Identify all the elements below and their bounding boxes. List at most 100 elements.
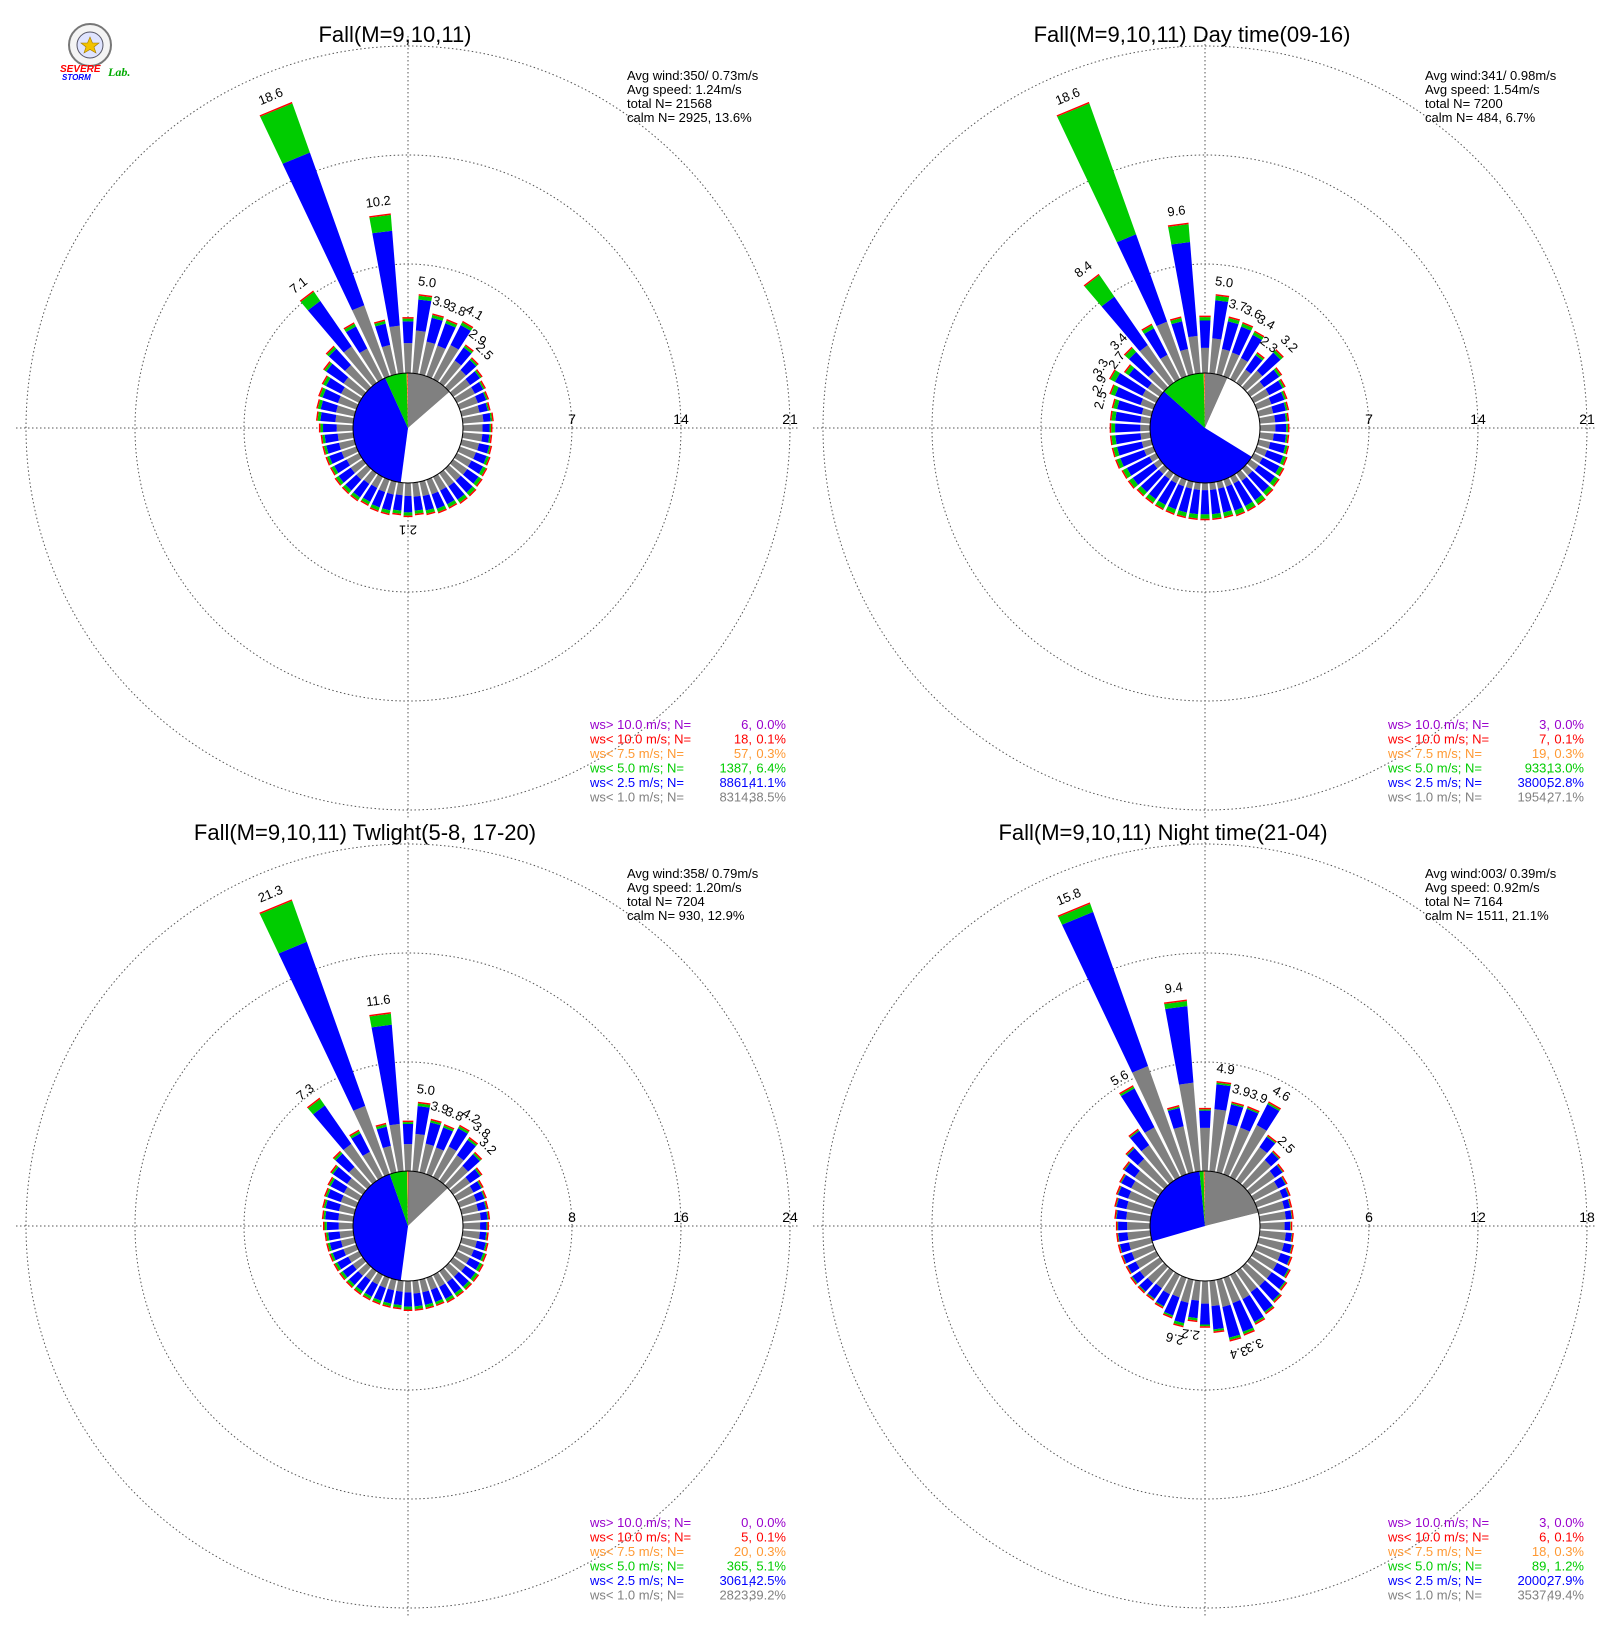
petal-segment-352.5 <box>1188 335 1201 374</box>
petal-segment-202.5 <box>373 1285 386 1301</box>
petal-segment-75 <box>1257 1201 1285 1215</box>
petal-cap-75 <box>484 1200 489 1210</box>
petal-segment-247.5 <box>1122 1252 1135 1264</box>
petal-cap-210 <box>360 500 369 507</box>
petal-cap-7.5 <box>1215 294 1230 298</box>
petal-cap-322.5 <box>1083 273 1100 287</box>
petal-segment-232.5 <box>1153 459 1164 469</box>
petal-value-label: 3.8 <box>446 299 468 320</box>
petal-segment-30 <box>433 344 459 382</box>
petal-segment-30 <box>448 1128 468 1151</box>
petal-cap-292.5 <box>1109 384 1115 395</box>
petal-cap-262.5 <box>324 1232 328 1242</box>
petal-segment-172.5 <box>413 495 423 511</box>
petal-segment-172.5 <box>1209 482 1217 490</box>
petal-segment-7.5 <box>1216 1082 1231 1087</box>
petal-cap-127.5 <box>475 478 483 487</box>
petal-cap-315 <box>325 345 335 355</box>
petal-segment-315 <box>1148 371 1169 392</box>
petal-cap-345 <box>1166 1105 1180 1110</box>
petal-segment-270 <box>1115 423 1141 433</box>
petal-segment-202.5 <box>1164 1294 1180 1316</box>
petal-cap-232.5 <box>1130 1276 1137 1285</box>
petal-segment-315 <box>335 1153 355 1173</box>
petal-cap-315 <box>1125 1146 1135 1156</box>
petal-segment-247.5 <box>1144 446 1156 456</box>
petal-segment-292.5 <box>1128 1190 1156 1208</box>
petal-segment-187.5 <box>392 509 402 514</box>
legend-count: 3537, <box>1517 1588 1550 1603</box>
petal-segment-315 <box>328 348 352 372</box>
petal-segment-52.5 <box>449 1177 471 1195</box>
petal-cap-337.5 <box>259 899 293 915</box>
petal-cap-67.5 <box>1282 390 1288 400</box>
petal-segment-112.5 <box>1254 446 1268 457</box>
petal-segment-337.5 <box>1061 911 1149 1073</box>
petal-segment-82.5 <box>1259 1211 1286 1222</box>
petal-segment-322.5 <box>1141 1145 1174 1185</box>
petal-cap-292.5 <box>318 387 324 397</box>
petal-segment-330 <box>1160 354 1180 382</box>
petal-segment-255 <box>326 442 341 454</box>
pie-outline <box>1149 1170 1261 1282</box>
petal-cap-112.5 <box>482 1253 487 1262</box>
petal-value-label: 15.8 <box>1054 885 1083 909</box>
petal-cap-232.5 <box>1127 480 1135 489</box>
petal-segment-352.5 <box>372 230 400 328</box>
legend-count: 2823, <box>719 1588 752 1603</box>
petal-cap-202.5 <box>1165 510 1175 515</box>
petal-cap-180 <box>1199 1326 1211 1328</box>
petal-segment-217.5 <box>363 469 377 485</box>
petal-segment-315 <box>333 1151 343 1161</box>
petal-segment-300 <box>341 387 362 403</box>
petal-cap-172.5 <box>414 1308 424 1311</box>
petal-segment-97.5 <box>1285 434 1288 443</box>
petal-segment-345 <box>382 1145 397 1174</box>
petal-segment-120 <box>467 460 484 474</box>
petal-segment-75 <box>477 402 488 413</box>
petal-value-label: 18.6 <box>1053 84 1082 108</box>
petal-segment-7.5 <box>412 1133 425 1172</box>
petal-segment-345 <box>374 320 386 327</box>
petal-cap-105 <box>484 1242 489 1252</box>
pie-slice-calm <box>1205 373 1228 428</box>
legend-count: 57, <box>734 746 752 761</box>
petal-segment-270 <box>1111 423 1116 433</box>
stat-line: total N= 7164 <box>1425 894 1503 909</box>
petal-segment-300 <box>1142 389 1159 403</box>
pie-slice-lt7_5 <box>1203 1171 1205 1226</box>
petal-segment-45 <box>462 1154 480 1172</box>
petal-segment-0 <box>1199 1110 1211 1128</box>
petal-segment-37.5 <box>467 1138 478 1147</box>
legend-count: 18, <box>1532 1544 1550 1559</box>
petal-value-label: 2.2 <box>1181 1326 1201 1343</box>
stat-line: calm N= 484, 6.7% <box>1425 110 1536 125</box>
petal-segment-307.5 <box>331 1165 339 1175</box>
petal-segment-150 <box>440 487 455 505</box>
petal-segment-202.5 <box>1178 477 1187 487</box>
legend-percent: 0.0% <box>1554 1515 1584 1530</box>
petal-segment-60 <box>454 387 475 403</box>
petal-cap-97.5 <box>486 1232 489 1241</box>
petal-segment-60 <box>1251 1181 1279 1201</box>
petal-segment-292.5 <box>327 1189 344 1203</box>
petal-segment-157.5 <box>431 491 445 509</box>
petal-cap-90 <box>1290 1221 1293 1231</box>
petal-cap-255 <box>326 1243 330 1252</box>
petal-segment-330 <box>1119 1086 1135 1097</box>
petal-segment-82.5 <box>479 1211 488 1221</box>
petal-cap-225 <box>345 1281 353 1289</box>
petal-cap-60 <box>480 380 487 389</box>
petal-segment-165 <box>425 508 435 514</box>
ring-tick-label: 18 <box>1579 1209 1595 1225</box>
petal-segment-67.5 <box>483 391 488 401</box>
petal-segment-315 <box>344 364 372 392</box>
petal-segment-262.5 <box>339 1230 354 1239</box>
petal-segment-97.5 <box>1259 1230 1286 1241</box>
petal-segment-202.5 <box>379 1275 390 1289</box>
petal-segment-120 <box>478 466 487 476</box>
petal-segment-75 <box>1257 406 1274 417</box>
petal-segment-187.5 <box>393 1290 403 1306</box>
petal-segment-285 <box>1116 1198 1129 1210</box>
